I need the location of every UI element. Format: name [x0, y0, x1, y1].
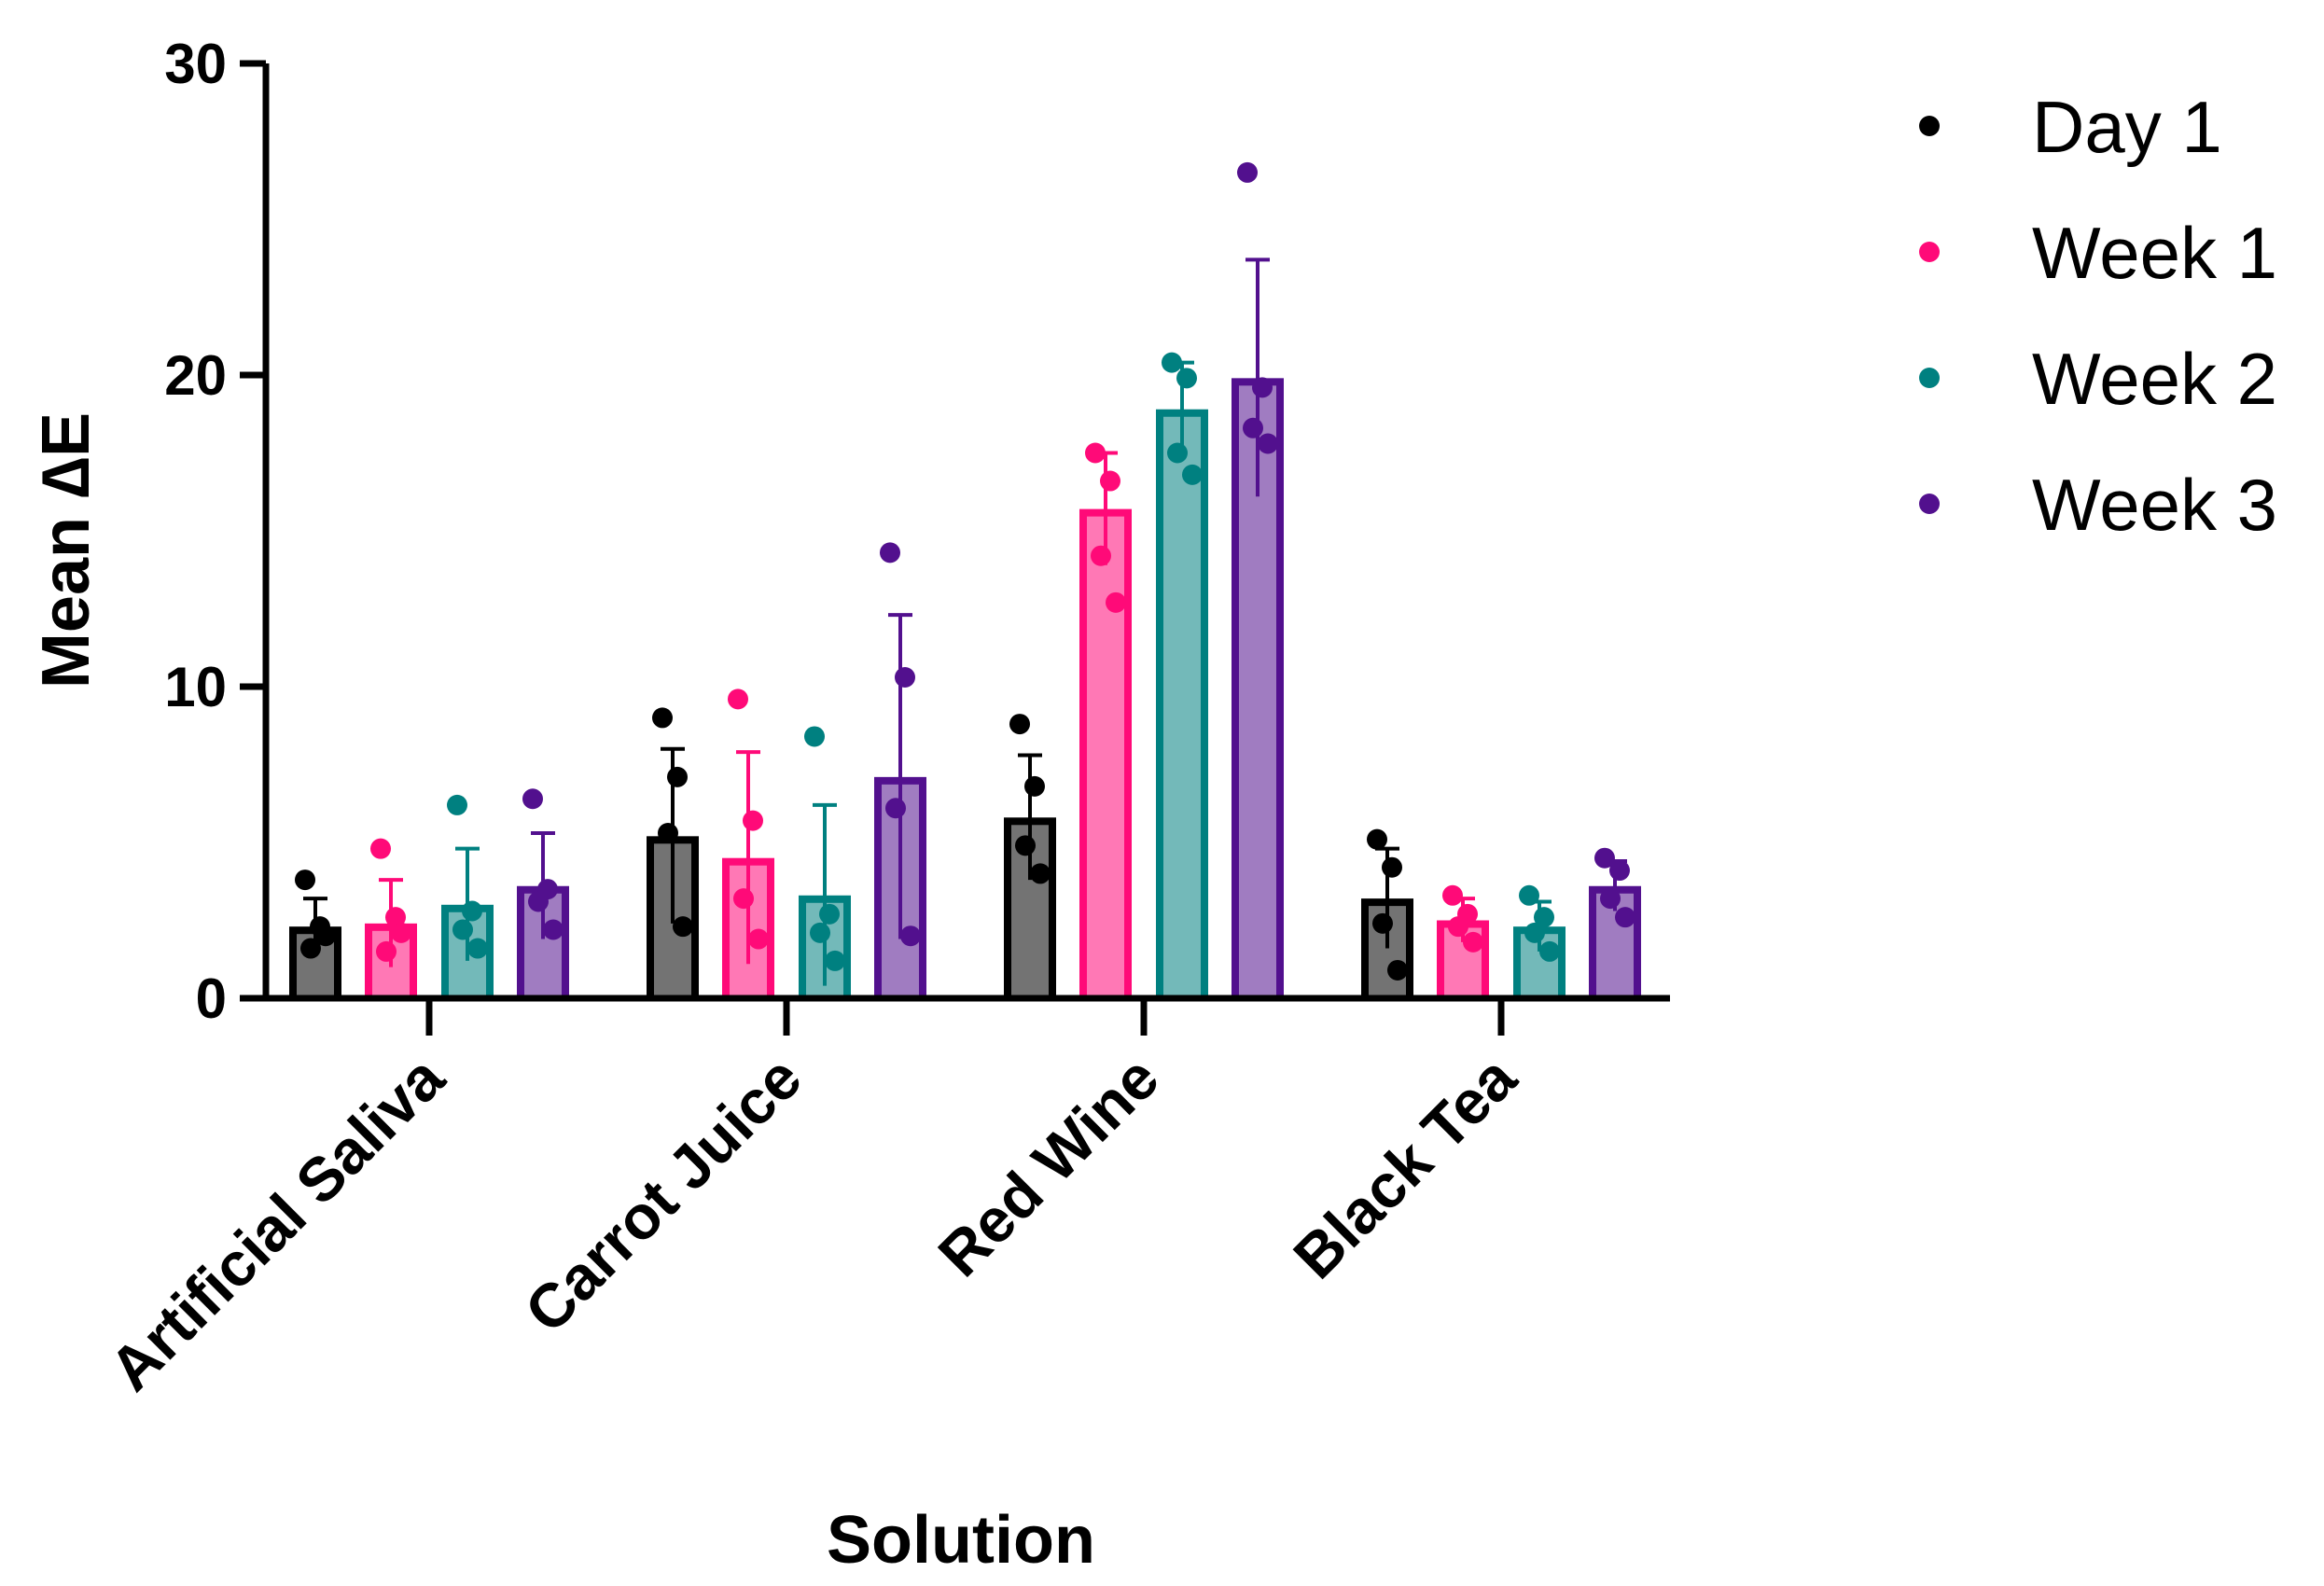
- point-2-2-2: [1167, 442, 1188, 464]
- bar-fill-2-2: [1163, 416, 1201, 998]
- legend-label-2: Week 2: [2032, 338, 2277, 420]
- point-1-3-0: [1442, 884, 1463, 906]
- point-3-2-0: [1237, 161, 1258, 183]
- axes-layer: [240, 60, 1670, 1036]
- point-2-0-2: [452, 919, 473, 940]
- point-2-3-2: [1524, 922, 1545, 943]
- legend-label-1: Week 1: [2032, 212, 2277, 294]
- point-1-1-2: [733, 888, 754, 910]
- point-3-0-2: [528, 891, 549, 912]
- point-0-2-3: [1030, 863, 1051, 884]
- category-labels-layer: Artificial Saliva Carrot Juice Red Wine Bla…: [96, 1042, 1530, 1404]
- x-tick-label-1: Carrot Juice: [511, 1043, 814, 1346]
- point-0-1-0: [652, 707, 673, 729]
- point-0-2-1: [1024, 775, 1045, 797]
- point-1-1-3: [748, 928, 769, 950]
- tick-labels-layer: 0 10 20 30: [164, 33, 227, 1030]
- point-3-3-3: [1615, 907, 1635, 928]
- x-tick-label-3: Black Tea: [1280, 1042, 1530, 1292]
- y-tick-label-1: 10: [164, 656, 227, 718]
- point-1-0-3: [391, 922, 411, 943]
- point-1-3-2: [1448, 916, 1468, 938]
- point-3-3-0: [1594, 847, 1615, 869]
- y-axis-title: Mean ∆E: [29, 412, 104, 689]
- bar-fill-1-2: [1087, 516, 1124, 998]
- point-0-0-3: [315, 925, 336, 947]
- point-3-2-1: [1252, 377, 1273, 398]
- point-0-2-2: [1015, 835, 1036, 856]
- point-2-2-1: [1176, 368, 1197, 389]
- point-0-2-0: [1009, 714, 1030, 735]
- point-2-1-0: [804, 726, 825, 747]
- point-3-0-3: [543, 919, 564, 940]
- legend: Day 1 Week 1 Week 2 Week 3: [1919, 86, 2277, 546]
- point-2-1-2: [810, 922, 830, 943]
- point-0-1-1: [667, 766, 688, 787]
- bars-layer: [289, 378, 1641, 999]
- point-1-1-1: [743, 810, 763, 831]
- point-1-2-3: [1106, 591, 1126, 613]
- legend-marker-3: [1919, 494, 1940, 514]
- point-0-0-0: [295, 870, 315, 891]
- point-3-3-2: [1600, 888, 1621, 910]
- legend-label-3: Week 3: [2032, 464, 2277, 546]
- y-tick-label-2: 20: [164, 344, 227, 407]
- point-2-1-1: [819, 903, 840, 925]
- legend-marker-0: [1919, 116, 1940, 136]
- point-1-0-0: [370, 838, 391, 859]
- y-tick-label-3: 30: [164, 33, 227, 95]
- point-0-3-1: [1382, 856, 1402, 878]
- point-3-1-0: [880, 542, 900, 563]
- point-3-0-0: [522, 788, 543, 810]
- x-axis-title: Solution: [827, 1503, 1095, 1578]
- legend-marker-1: [1919, 242, 1940, 262]
- legend-marker-2: [1919, 368, 1940, 388]
- point-2-0-0: [447, 794, 467, 815]
- point-0-1-3: [673, 916, 693, 938]
- point-3-1-2: [885, 798, 906, 819]
- point-2-1-3: [825, 950, 845, 971]
- point-3-2-2: [1243, 417, 1263, 438]
- point-2-0-1: [462, 900, 482, 922]
- point-0-1-2: [658, 822, 678, 843]
- point-0-3-3: [1387, 959, 1408, 981]
- point-3-1-1: [895, 666, 915, 688]
- point-2-0-3: [467, 938, 488, 959]
- point-1-2-1: [1100, 470, 1120, 492]
- point-0-3-2: [1372, 912, 1393, 934]
- x-tick-label-0: Artificial Saliva: [96, 1042, 458, 1404]
- points-layer: [295, 161, 1635, 981]
- point-2-3-3: [1539, 940, 1560, 962]
- point-3-1-3: [900, 925, 921, 947]
- point-1-0-2: [376, 940, 397, 962]
- point-2-2-3: [1182, 464, 1203, 485]
- legend-label-0: Day 1: [2032, 86, 2222, 168]
- x-tick-label-2: Red Wine: [925, 1043, 1172, 1290]
- error-bars-layer: [303, 257, 1627, 986]
- point-1-3-3: [1463, 931, 1483, 953]
- point-1-2-2: [1091, 545, 1111, 566]
- point-3-3-1: [1609, 860, 1630, 882]
- y-tick-label-0: 0: [196, 967, 227, 1030]
- point-0-3-0: [1367, 828, 1387, 850]
- point-3-2-3: [1258, 433, 1278, 454]
- point-1-1-0: [728, 689, 748, 710]
